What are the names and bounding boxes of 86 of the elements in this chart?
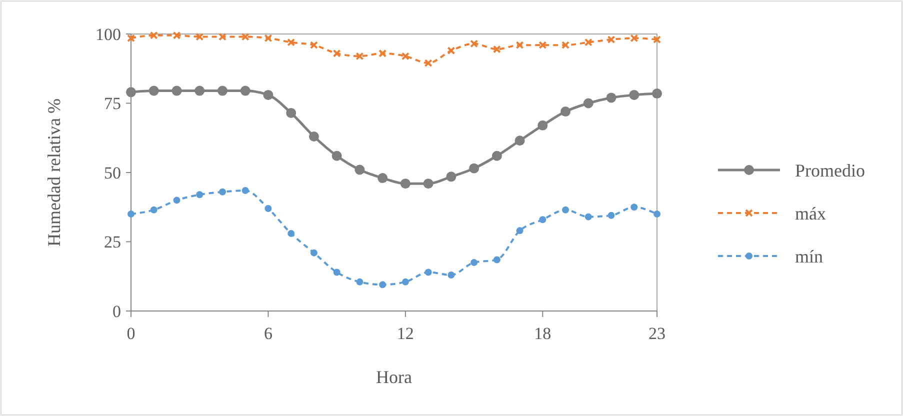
point — [196, 191, 204, 198]
x-tick-label: 12 — [396, 324, 414, 343]
point — [630, 204, 638, 211]
legend-label: mín — [795, 246, 824, 266]
point — [126, 87, 136, 98]
point — [264, 205, 272, 212]
point — [423, 178, 434, 189]
point — [217, 86, 228, 96]
point — [287, 38, 296, 46]
point — [308, 131, 319, 142]
point — [652, 88, 662, 99]
x-tick-label: 23 — [648, 324, 666, 343]
point — [332, 49, 341, 58]
point — [424, 59, 432, 68]
x-axis-title: Hora — [376, 367, 412, 387]
point — [562, 206, 570, 214]
point — [150, 206, 158, 214]
point — [584, 38, 592, 46]
legend-label: máx — [795, 203, 826, 224]
point — [378, 173, 388, 184]
point — [218, 188, 226, 196]
x-tick-label: 0 — [126, 324, 136, 343]
point — [654, 210, 660, 218]
x-tick-label: 6 — [264, 324, 272, 343]
point — [629, 90, 640, 100]
point — [608, 212, 615, 219]
point — [310, 249, 318, 256]
point — [538, 41, 547, 50]
point — [402, 278, 409, 286]
point — [310, 41, 318, 50]
point — [516, 41, 524, 50]
point — [583, 98, 594, 108]
legend-label: Promedio — [795, 160, 865, 180]
point — [492, 45, 501, 54]
point — [446, 172, 456, 182]
point — [356, 278, 364, 286]
y-axis-title: Humedad relativa % — [44, 98, 64, 246]
point — [584, 213, 592, 220]
y-tick-label: 100 — [96, 24, 121, 44]
point — [196, 32, 204, 41]
point — [448, 271, 455, 278]
point — [379, 281, 386, 288]
point — [288, 230, 295, 237]
point — [492, 150, 502, 161]
point — [356, 52, 364, 60]
point — [128, 210, 134, 218]
point — [172, 31, 181, 40]
point — [470, 259, 478, 266]
point — [332, 150, 342, 161]
point — [630, 34, 638, 42]
point — [470, 40, 478, 48]
point — [172, 86, 182, 96]
point — [469, 163, 480, 174]
point — [354, 164, 365, 175]
point — [514, 136, 525, 146]
point — [241, 32, 250, 41]
point — [194, 86, 205, 96]
point — [264, 34, 272, 42]
y-tick-label: 25 — [104, 232, 121, 252]
point — [240, 86, 250, 96]
point — [424, 268, 432, 276]
point — [378, 49, 387, 58]
y-tick-label: 75 — [104, 94, 121, 114]
point — [538, 120, 548, 130]
point — [242, 187, 249, 194]
point — [286, 108, 296, 118]
point — [400, 178, 410, 189]
point — [606, 92, 616, 103]
point — [173, 196, 180, 204]
point — [607, 36, 616, 44]
point — [401, 52, 410, 60]
point — [333, 268, 340, 276]
point — [263, 90, 274, 100]
point — [493, 256, 500, 264]
point — [560, 106, 571, 117]
point — [218, 32, 226, 41]
y-tick-label: 0 — [112, 302, 121, 321]
point — [653, 36, 661, 44]
point — [539, 216, 546, 224]
y-tick-label: 50 — [104, 163, 121, 182]
point — [562, 41, 570, 50]
point — [150, 31, 158, 40]
point — [516, 227, 524, 234]
point — [447, 46, 456, 55]
x-tick-label: 18 — [534, 324, 552, 343]
point — [148, 86, 159, 96]
